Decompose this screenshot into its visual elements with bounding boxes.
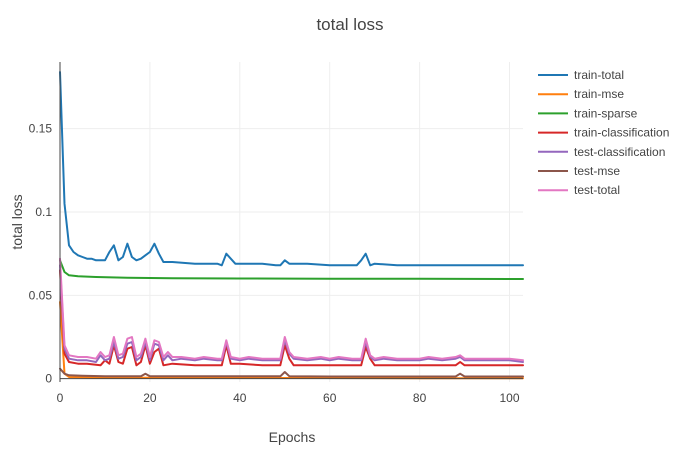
- legend-entry-train-classification: train-classification: [574, 126, 669, 140]
- legend-entry-test-mse: test-mse: [574, 164, 620, 178]
- legend-entry-test-classification: test-classification: [574, 145, 665, 159]
- x-axis-title: Epochs: [269, 429, 316, 445]
- x-tick-label: 100: [499, 391, 519, 405]
- legend: train-total train-mse train-sparse train-cl…: [538, 68, 669, 197]
- series-layer: [59, 71, 524, 380]
- series-line-test-total: [59, 257, 524, 362]
- series-line-train-sparse: [59, 259, 524, 280]
- x-tick-label: 0: [57, 391, 64, 405]
- y-tick-label: 0: [45, 372, 52, 386]
- axes: 0 20 40 60 80 100 0 0.05 0.1 0.15: [29, 62, 523, 405]
- y-axis-title: total loss: [9, 194, 25, 249]
- y-tick-label: 0.05: [29, 288, 53, 302]
- series-line-train-total: [59, 71, 524, 267]
- x-tick-label: 80: [413, 391, 427, 405]
- y-tick-label: 0.1: [35, 205, 52, 219]
- chart-title: total loss: [316, 15, 383, 34]
- legend-entry-train-sparse: train-sparse: [574, 106, 638, 120]
- legend-entry-train-mse: train-mse: [574, 87, 624, 101]
- y-tick-label: 0.15: [29, 122, 53, 136]
- x-tick-label: 40: [233, 391, 247, 405]
- legend-entry-train-total: train-total: [574, 68, 624, 82]
- legend-entry-test-total: test-total: [574, 183, 620, 197]
- grid-lines: [60, 62, 523, 382]
- x-tick-label: 20: [143, 391, 157, 405]
- x-tick-label: 60: [323, 391, 337, 405]
- series-line-test-mse: [59, 367, 524, 378]
